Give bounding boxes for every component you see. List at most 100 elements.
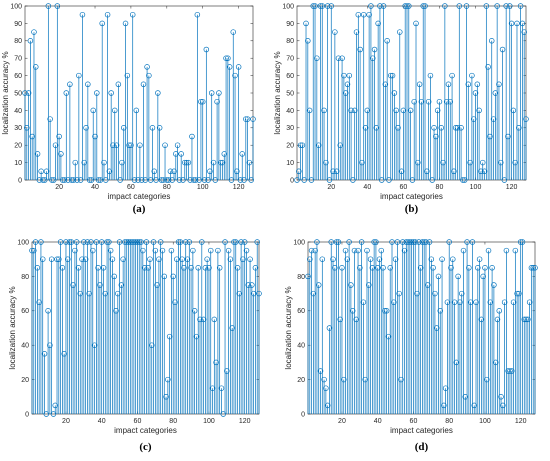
- stem-marker: [433, 325, 440, 331]
- stem-marker: [201, 177, 208, 183]
- stem-marker: [457, 299, 463, 305]
- stem-marker: [184, 256, 191, 262]
- stem-marker: [306, 107, 313, 114]
- y-tick-label: 20: [14, 143, 22, 150]
- stem-marker: [250, 290, 257, 297]
- stem-marker: [149, 342, 155, 348]
- stem-marker: [398, 168, 405, 175]
- y-tick-label: 80: [14, 38, 22, 45]
- stem-marker: [117, 177, 123, 183]
- stem-marker: [107, 247, 114, 254]
- stem-marker: [254, 239, 260, 245]
- stem-marker: [391, 299, 397, 305]
- stem-marker: [54, 256, 60, 262]
- stem-marker: [509, 368, 515, 374]
- stem-marker: [137, 142, 143, 148]
- stem-marker: [92, 133, 98, 140]
- stem-marker: [252, 265, 259, 271]
- stem-marker: [155, 90, 161, 96]
- stem-marker: [229, 325, 235, 331]
- y-axis-label: localization accuracy %: [8, 286, 17, 369]
- stem-marker: [404, 3, 410, 9]
- x-axis-label: impact categories: [108, 192, 171, 201]
- stem-marker: [483, 376, 490, 383]
- stem-marker: [77, 177, 84, 183]
- stem-marker: [449, 72, 455, 79]
- stem-marker: [47, 342, 53, 348]
- stem-marker: [145, 265, 151, 271]
- stem-marker: [222, 239, 228, 245]
- stem-marker: [428, 256, 435, 262]
- x-tick-label: 80: [445, 418, 453, 425]
- stem-marker: [400, 107, 407, 114]
- y-tick-label: 100: [293, 239, 305, 246]
- x-tick-label: 60: [127, 184, 135, 191]
- stem-marker: [151, 168, 158, 175]
- stem-marker: [307, 256, 313, 262]
- stem-marker: [215, 247, 221, 254]
- stem-marker: [61, 177, 68, 183]
- stem-marker: [442, 385, 449, 391]
- stem-marker: [36, 299, 42, 305]
- stem-marker: [43, 168, 50, 175]
- stem-marker: [443, 98, 450, 105]
- stem-marker: [342, 90, 349, 96]
- stem-marker: [413, 20, 419, 27]
- y-tick-label: 40: [297, 343, 305, 350]
- stem-marker: [208, 90, 215, 96]
- stem-marker: [167, 168, 174, 175]
- stem-marker: [434, 107, 441, 114]
- stem-marker: [38, 239, 44, 245]
- stem-marker: [508, 20, 515, 27]
- stem-marker: [159, 247, 166, 254]
- stem-marker: [138, 239, 144, 245]
- stem-marker: [429, 177, 435, 183]
- stem-marker: [29, 133, 35, 140]
- stem-marker: [368, 3, 374, 9]
- stem-marker: [192, 177, 199, 183]
- stem-marker: [198, 98, 204, 105]
- stem-marker: [412, 239, 418, 245]
- stem-marker: [85, 81, 91, 88]
- stem-marker: [425, 98, 432, 105]
- stem-marker: [391, 90, 398, 96]
- stem-marker: [388, 72, 394, 79]
- stem-marker: [190, 247, 196, 254]
- stem-marker: [396, 290, 402, 297]
- stem-marker: [387, 265, 393, 271]
- stem-marker: [460, 247, 467, 254]
- stem-marker: [310, 3, 316, 9]
- stem-marker: [125, 239, 132, 245]
- x-axis-label: impact categories: [390, 426, 453, 435]
- stem-marker: [479, 159, 486, 166]
- y-axis-label: localization accuracy %: [273, 51, 282, 134]
- y-tick-label: 70: [14, 56, 22, 63]
- stem-marker: [521, 29, 527, 35]
- stem-marker: [332, 29, 338, 35]
- stem-marker: [83, 125, 89, 131]
- stem-marker: [490, 116, 497, 122]
- stem-marker: [382, 81, 389, 88]
- stem-marker: [369, 265, 376, 271]
- stem-marker: [128, 142, 134, 148]
- stem-marker: [244, 116, 251, 122]
- stem-marker: [216, 90, 222, 96]
- stem-marker: [118, 282, 125, 288]
- stem-marker: [73, 239, 80, 245]
- stem-marker: [467, 159, 473, 166]
- stem-marker: [239, 151, 245, 157]
- stem-marker: [106, 168, 113, 175]
- stem-marker: [211, 316, 218, 323]
- x-tick-label: 60: [134, 418, 142, 425]
- stem-marker: [510, 107, 517, 114]
- stem-marker: [58, 151, 64, 157]
- stem-marker: [432, 290, 438, 297]
- stem-marker: [471, 402, 477, 409]
- stem-marker: [507, 3, 513, 9]
- y-tick-label: 40: [14, 108, 22, 115]
- stem-marker: [161, 273, 168, 280]
- stem-marker: [357, 46, 363, 53]
- stem-marker: [111, 273, 117, 280]
- stem-marker: [335, 239, 342, 245]
- stem-marker: [415, 159, 421, 166]
